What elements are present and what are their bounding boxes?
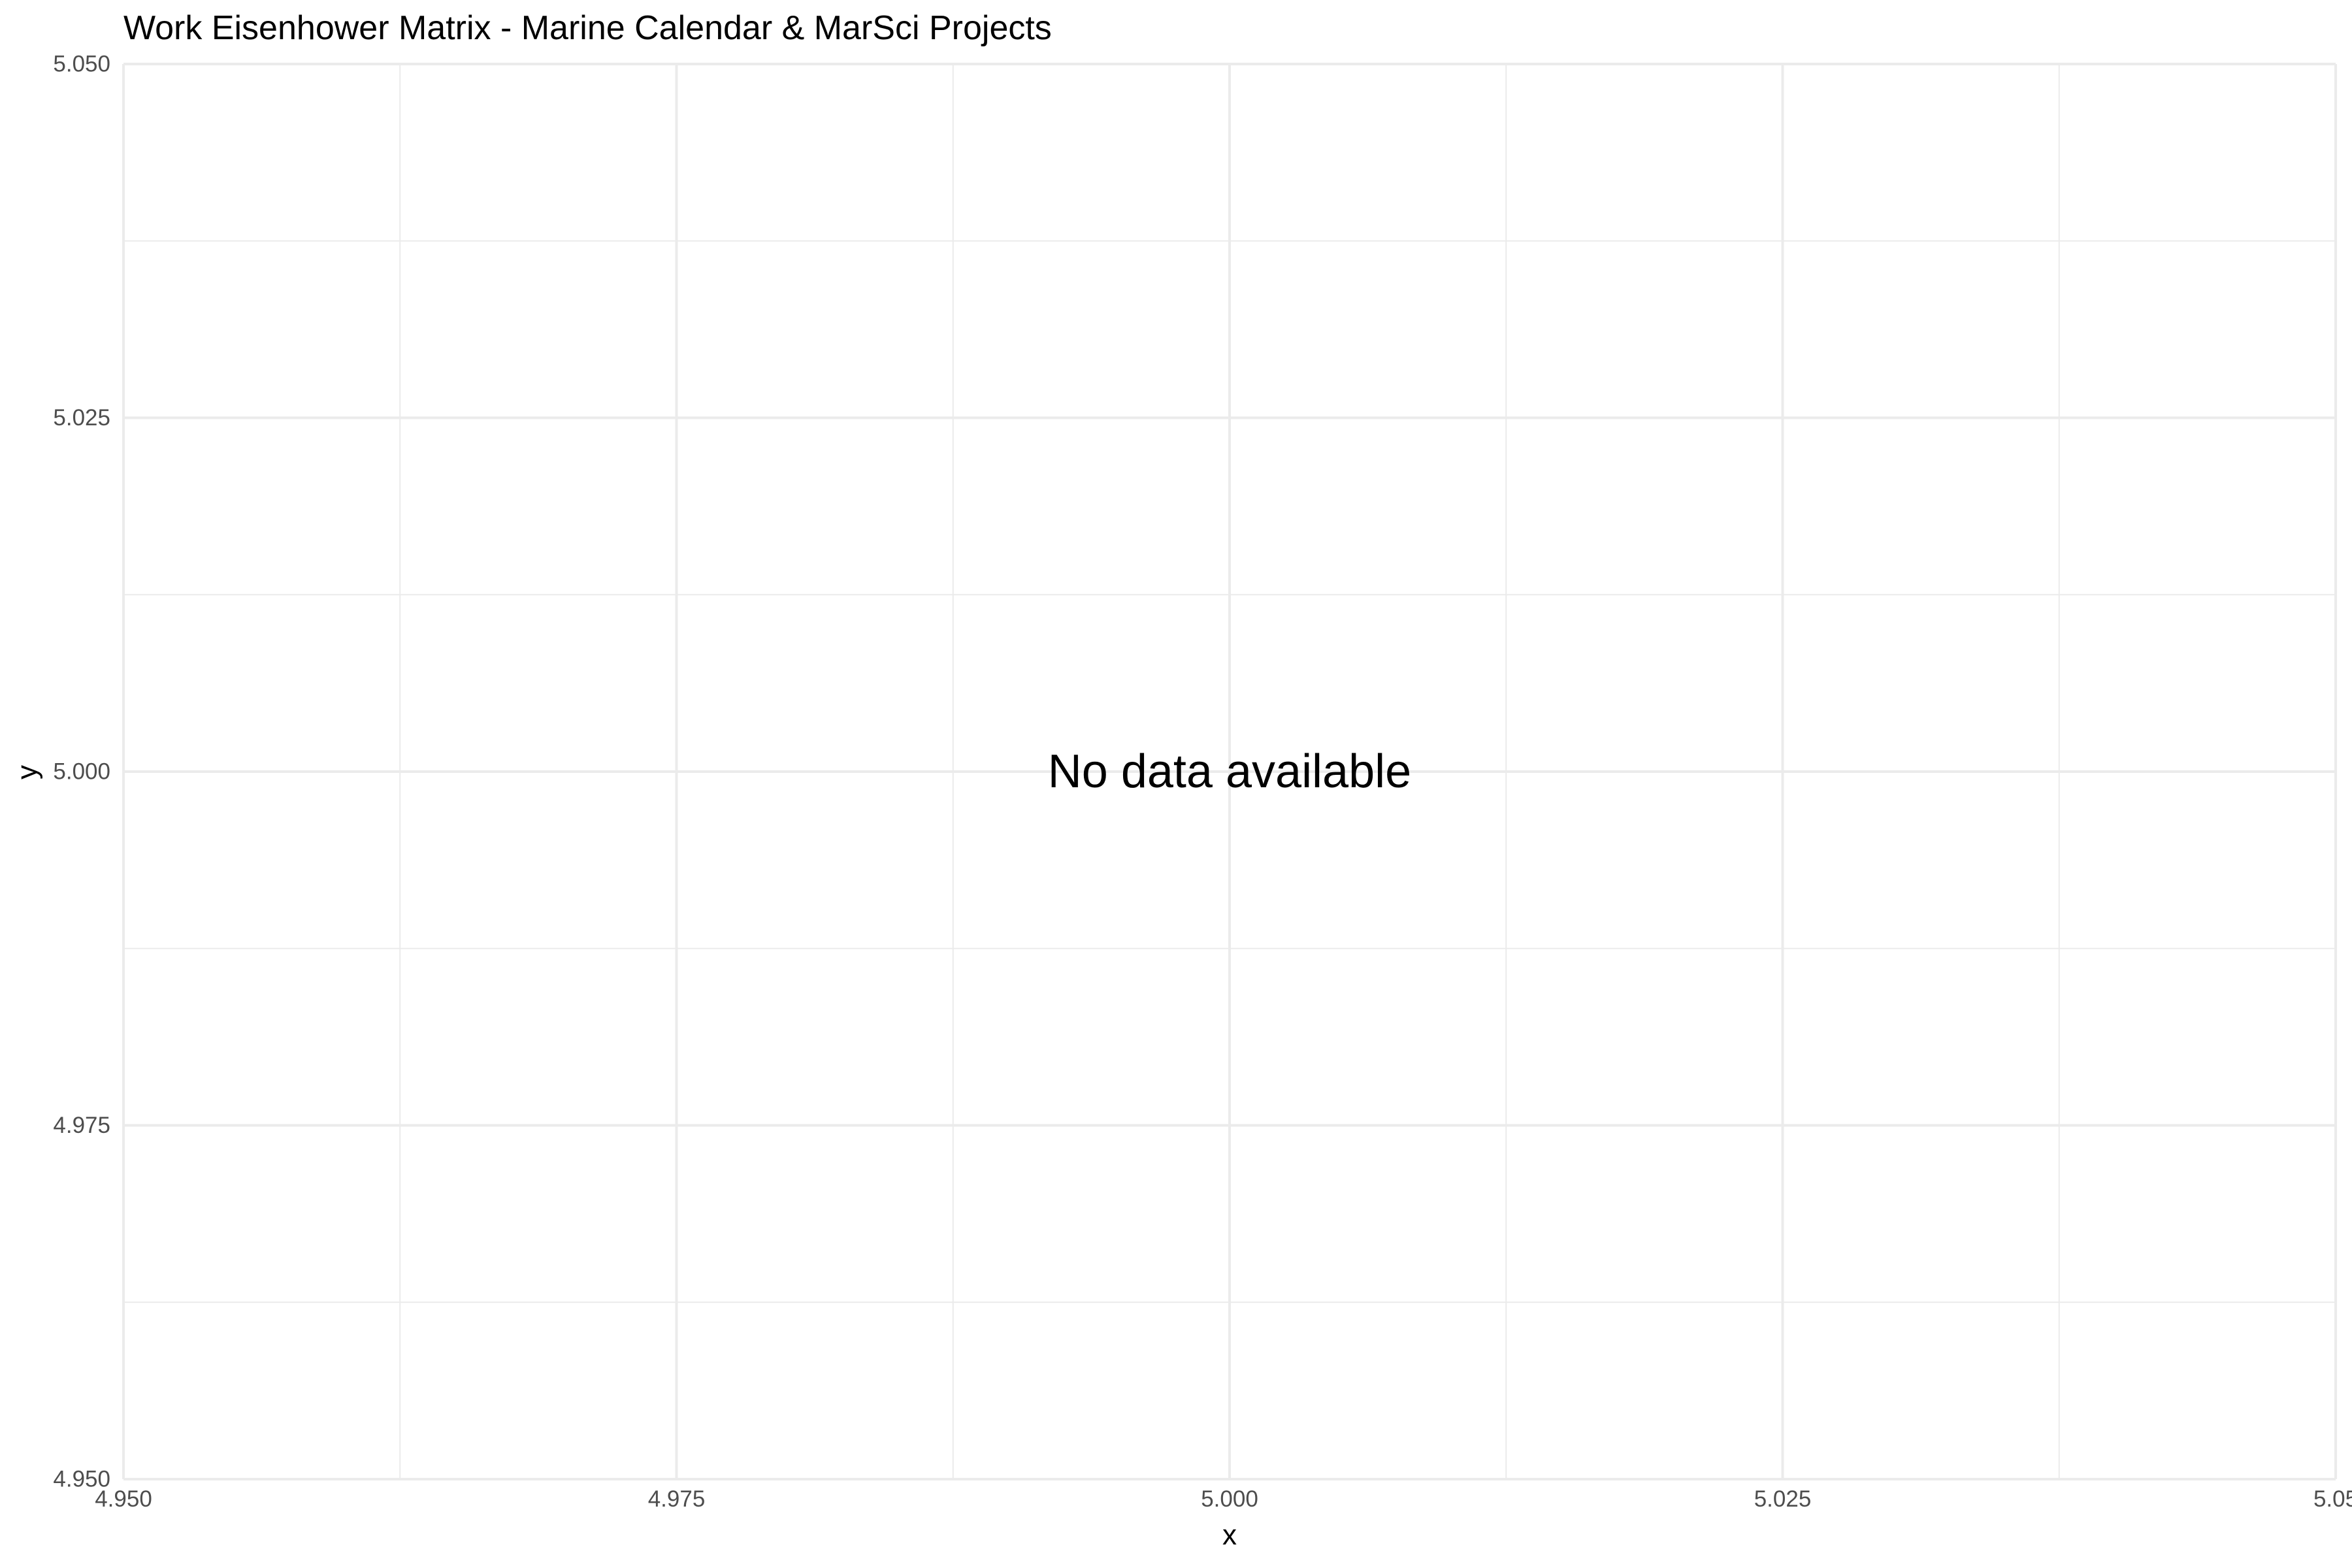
x-tick-label: 5.025: [1754, 1486, 1812, 1512]
x-tick-label: 4.975: [648, 1486, 706, 1512]
grid-layer: [122, 63, 2337, 1480]
y-tick-label: 4.950: [53, 1467, 110, 1492]
annotation-layer: No data available: [1048, 745, 1411, 798]
chart-title: Work Eisenhower Matrix - Marine Calendar…: [123, 9, 1052, 47]
x-tick-label: 5.000: [1201, 1486, 1258, 1512]
y-tick-label: 4.975: [53, 1113, 110, 1138]
y-tick-label: 5.050: [53, 52, 110, 77]
y-axis-label: y: [11, 765, 43, 779]
x-tick-label: 4.950: [95, 1486, 152, 1512]
y-tick-label: 5.000: [53, 759, 110, 785]
y-tick-label: 5.025: [53, 405, 110, 431]
tick-layer: 4.950 4.975 5.000 5.025 5.05 4.950 4.975 5.000 5…: [53, 52, 2352, 1512]
x-tick-label: 5.05: [2313, 1486, 2352, 1512]
no-data-annotation: No data available: [1048, 745, 1411, 798]
x-axis-label: x: [1222, 1519, 1237, 1551]
